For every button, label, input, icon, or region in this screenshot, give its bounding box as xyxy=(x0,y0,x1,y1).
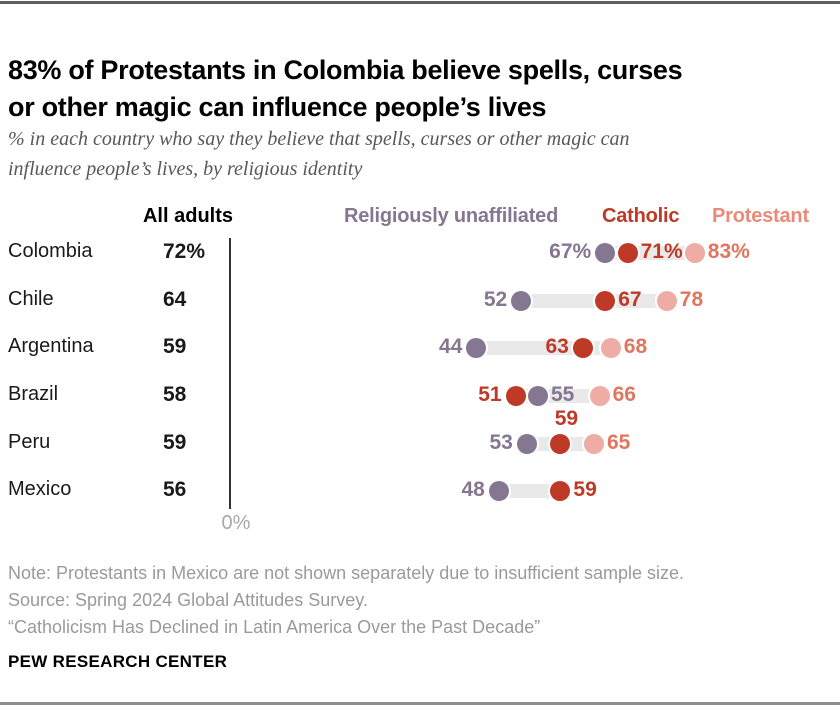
country-label: Mexico xyxy=(8,478,72,500)
unaffiliated-dot xyxy=(595,243,616,263)
unaffiliated-value-label: 55 xyxy=(551,383,575,406)
source-line: Source: Spring 2024 Global Attitudes Sur… xyxy=(8,590,368,610)
axis-zero-label: 0% xyxy=(221,512,251,534)
catholic-value-label: 67 xyxy=(618,288,642,311)
footnotes: Note: Protestants in Mexico are not show… xyxy=(8,560,832,641)
catholic-value-label: 71% xyxy=(640,240,683,263)
legend-protestant: Protestant xyxy=(712,205,809,227)
protestant-value-label: 83% xyxy=(707,240,750,263)
all-adults-value: 59 xyxy=(163,431,187,454)
title-line-1: 83% of Protestants in Colombia believe s… xyxy=(8,55,683,85)
protestant-dot xyxy=(584,434,604,454)
unaffiliated-value-label: 52 xyxy=(483,288,508,311)
subtitle-line-1: % in each country who say they believe t… xyxy=(8,128,630,150)
protestant-dot xyxy=(589,386,610,406)
report-title-line: “Catholicism Has Declined in Latin Ameri… xyxy=(8,617,541,637)
all-adults-value: 56 xyxy=(163,478,187,501)
all-adults-value: 59 xyxy=(163,335,187,358)
unaffiliated-dot xyxy=(528,386,548,406)
bottom-rule xyxy=(0,702,840,705)
unaffiliated-value-label: 44 xyxy=(439,335,463,358)
chart-subtitle: % in each country who say they believe t… xyxy=(8,124,832,184)
catholic-value-label: 63 xyxy=(545,335,569,358)
top-rule xyxy=(0,1,840,4)
catholic-value-label: 59 xyxy=(573,478,597,501)
unaffiliated-value-label: 48 xyxy=(461,478,485,501)
protestant-dot xyxy=(600,338,621,358)
unaffiliated-dot xyxy=(466,338,487,358)
unaffiliated-dot xyxy=(516,434,537,454)
protestant-value-label: 68 xyxy=(623,335,648,358)
country-label: Argentina xyxy=(8,335,94,357)
country-label: Brazil xyxy=(8,383,59,405)
unaffiliated-value-label: 67% xyxy=(549,240,592,263)
unaffiliated-value-label: 53 xyxy=(489,431,513,454)
protestant-value-label: 66 xyxy=(612,383,636,406)
catholic-dot xyxy=(550,481,571,501)
unaffiliated-dot xyxy=(511,291,532,311)
all-adults-value: 72% xyxy=(163,240,206,263)
title-line-2: or other magic can influence people’s li… xyxy=(8,92,547,122)
page-title: 83% of Protestants in Colombia believe s… xyxy=(8,52,832,126)
all-adults-value: 64 xyxy=(163,288,187,311)
catholic-value-label: 59 xyxy=(554,407,579,430)
protestant-value-label: 65 xyxy=(607,431,631,454)
legend-religiously-unaffiliated: Religiously unaffiliated xyxy=(344,205,559,227)
connector-bar xyxy=(466,341,621,355)
country-label: Colombia xyxy=(8,240,93,262)
all-adults-column-header: All adults xyxy=(142,205,233,227)
country-label: Peru xyxy=(8,431,51,453)
subtitle-line-2: influence people’s lives, by religious i… xyxy=(8,158,363,180)
catholic-value-label: 51 xyxy=(478,383,502,406)
note-line: Note: Protestants in Mexico are not show… xyxy=(8,563,685,583)
pew-research-center-brand: PEW RESEARCH CENTER xyxy=(8,652,228,671)
all-adults-value: 58 xyxy=(163,383,187,406)
zero-axis-line xyxy=(229,238,231,509)
catholic-dot xyxy=(505,386,526,406)
catholic-dot xyxy=(617,243,638,263)
protestant-dot xyxy=(684,243,705,263)
country-label: Chile xyxy=(8,288,54,310)
connector-bar xyxy=(488,484,571,498)
legend-catholic: Catholic xyxy=(602,205,680,227)
protestant-value-label: 78 xyxy=(679,288,704,311)
unaffiliated-dot xyxy=(488,481,509,501)
protestant-dot xyxy=(656,291,677,311)
connector-bar xyxy=(511,294,677,308)
catholic-dot xyxy=(572,338,593,358)
catholic-dot xyxy=(550,434,571,454)
catholic-dot xyxy=(595,291,616,311)
